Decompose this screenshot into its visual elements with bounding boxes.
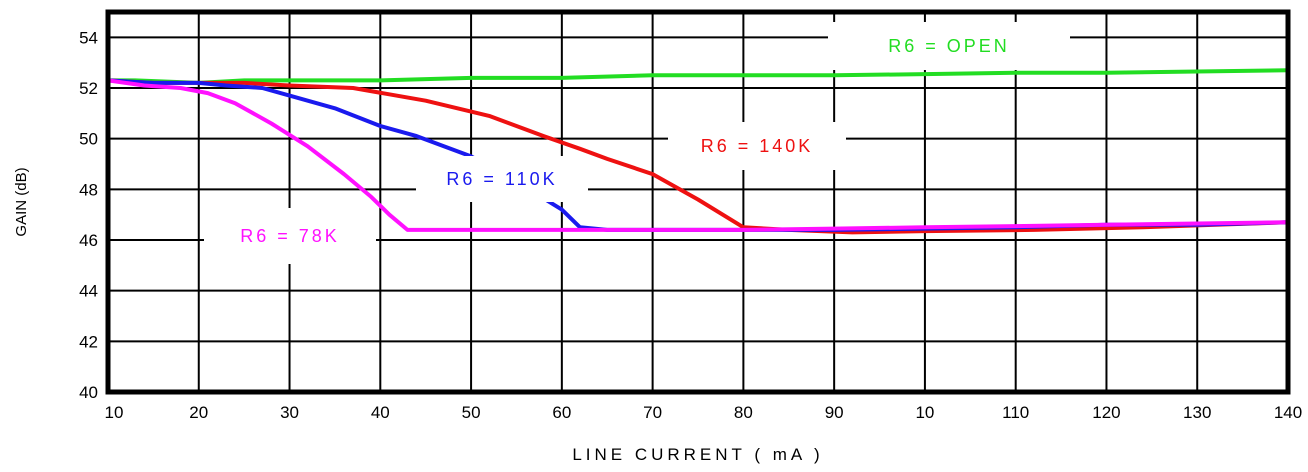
x-tick-label: 130 — [1183, 403, 1211, 422]
y-tick-label: 40 — [79, 383, 98, 402]
x-tick-label: 110 — [1002, 403, 1029, 422]
x-tick-label: 30 — [280, 403, 299, 422]
series-line-r6-140k — [106, 78, 1290, 235]
x-tick-label: 10 — [915, 403, 934, 422]
x-tick-label: 80 — [734, 403, 753, 422]
y-tick-label: 46 — [79, 231, 98, 250]
y-tick-label: 54 — [79, 28, 98, 47]
series-label-box — [828, 22, 1070, 70]
series-line-r6-78k — [106, 78, 1290, 232]
x-tick-labels: 10 20 30 40 50 60 70 80 90 10 110 120 130 140 — [105, 403, 1303, 422]
x-tick-label: 10 — [105, 403, 124, 422]
series-labels: R6 = OPEN R6 = 140K R6 = 110K R6 = 78K — [204, 22, 1070, 264]
series-label: R6 = OPEN — [888, 36, 1010, 56]
y-tick-label: 50 — [79, 130, 98, 149]
series-label-box — [416, 156, 588, 202]
series-label: R6 = 140K — [701, 136, 814, 156]
series-label-box — [668, 122, 846, 170]
series-label: R6 = 110K — [446, 169, 557, 189]
series-label-box — [204, 208, 376, 264]
y-tick-label: 52 — [79, 79, 98, 98]
y-tick-label: 44 — [79, 282, 98, 301]
plot-frame — [105, 9, 1291, 395]
x-tick-label: 60 — [552, 403, 571, 422]
x-axis-title: LINE CURRENT ( mA ) — [572, 445, 823, 464]
x-tick-label: 120 — [1092, 403, 1120, 422]
y-tick-label: 48 — [79, 180, 98, 199]
x-tick-label: 90 — [825, 403, 844, 422]
y-tick-labels: 40 42 44 46 48 50 52 54 — [79, 28, 98, 402]
x-tick-label: 50 — [462, 403, 481, 422]
x-tick-label: 70 — [643, 403, 662, 422]
x-tick-label: 140 — [1274, 403, 1302, 422]
x-tick-label: 20 — [189, 403, 208, 422]
y-axis-title: GAIN (dB) — [13, 167, 30, 236]
series-label: R6 = 78K — [240, 226, 340, 246]
x-tick-label: 40 — [371, 403, 390, 422]
y-tick-label: 42 — [79, 332, 98, 351]
